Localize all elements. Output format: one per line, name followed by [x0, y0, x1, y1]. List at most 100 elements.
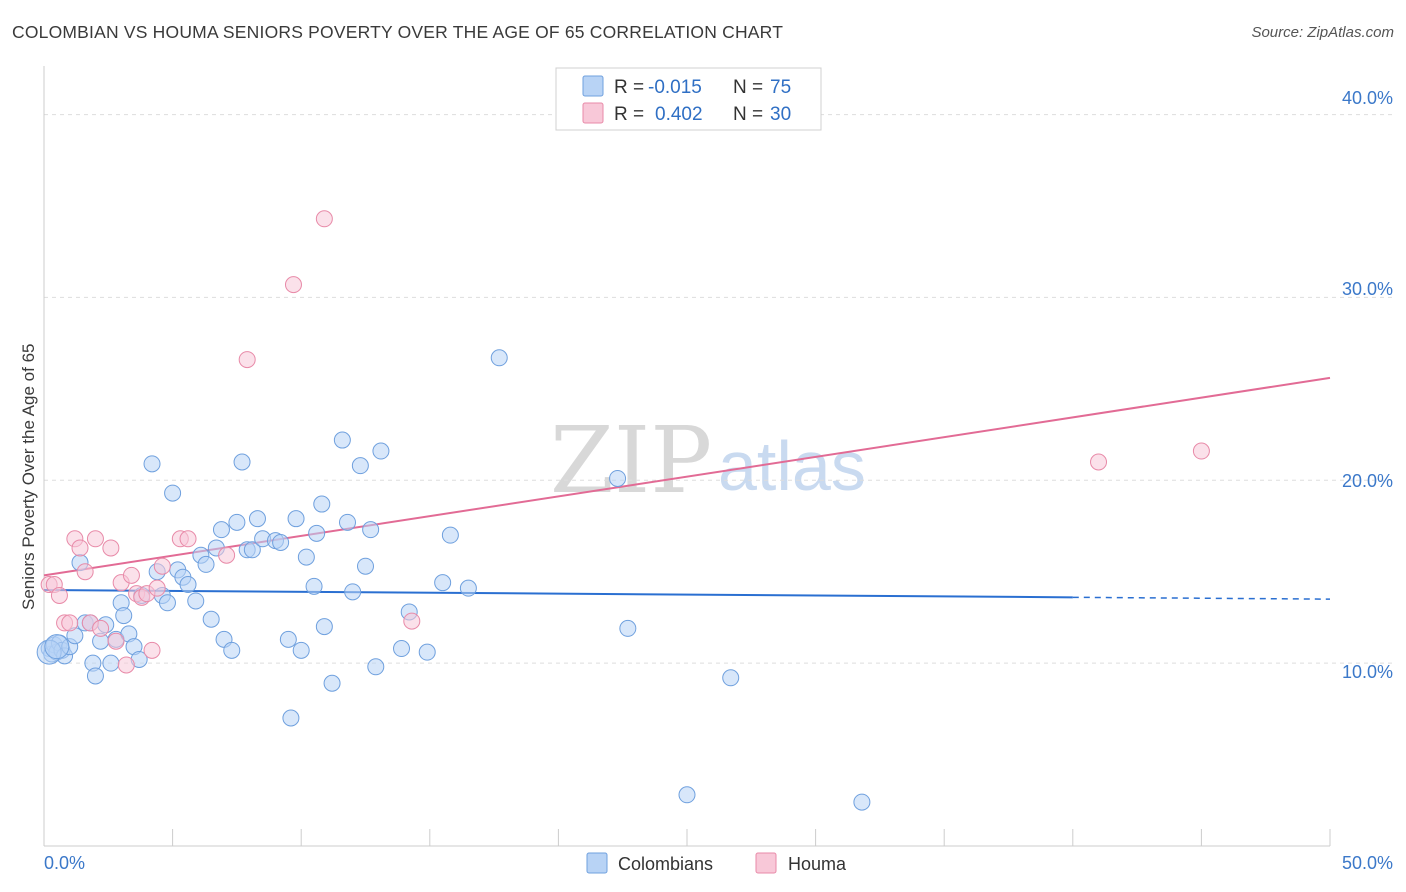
point-colombians-76 [722, 669, 740, 687]
point-colombians-72 [490, 349, 508, 367]
point-colombians-61 [351, 457, 369, 475]
grid-lines [44, 114, 1393, 664]
y-tick-label-30: 30.0% [1342, 279, 1393, 299]
point-houma-6 [71, 539, 89, 557]
point-colombians-58 [333, 431, 351, 449]
point-houma-30 [1192, 442, 1210, 460]
point-colombians-53 [305, 577, 323, 595]
point-houma-23 [179, 530, 197, 548]
point-colombians-40 [228, 513, 246, 531]
point-houma-4 [61, 614, 79, 632]
axes [43, 66, 1331, 847]
point-colombians-51 [292, 641, 310, 659]
point-colombians-19 [115, 607, 133, 625]
point-colombians-cluster-1 [44, 634, 70, 660]
point-houma-29 [1090, 453, 1108, 471]
point-colombians-37 [212, 521, 230, 539]
point-colombians-41 [233, 453, 251, 471]
bottom-legend-swatch-colombians [586, 852, 608, 874]
point-houma-2 [50, 586, 68, 604]
point-colombians-32 [187, 592, 205, 610]
point-colombians-77 [853, 793, 871, 811]
point-colombians-55 [313, 495, 331, 513]
point-houma-25 [238, 351, 256, 369]
point-colombians-69 [434, 574, 452, 592]
y-axis-title: Seniors Poverty Over the Age of 65 [19, 344, 38, 610]
point-colombians-47 [272, 533, 290, 551]
point-colombians-57 [323, 674, 341, 692]
legend-r-value-colombians: -0.015 [648, 77, 702, 98]
legend-swatch-colombians [582, 75, 604, 97]
point-houma-9 [86, 530, 104, 548]
point-houma-10 [92, 619, 110, 637]
legend-n-label-houma: N = [733, 104, 763, 125]
point-houma-12 [107, 632, 125, 650]
chart-title: COLOMBIAN VS HOUMA SENIORS POVERTY OVER … [12, 22, 784, 42]
point-colombians-49 [282, 709, 300, 727]
point-houma-24 [218, 546, 236, 564]
legend-r-label-colombians: R = [614, 77, 644, 98]
watermark-atlas: atlas [718, 427, 866, 505]
point-colombians-65 [372, 442, 390, 460]
point-colombians-52 [297, 548, 315, 566]
point-colombians-68 [418, 643, 436, 661]
point-colombians-27 [158, 594, 176, 612]
point-colombians-44 [248, 510, 266, 528]
series-legend: Colombians Houma [586, 852, 847, 874]
point-colombians-66 [393, 640, 411, 658]
legend-n-value-colombians: 75 [770, 77, 791, 98]
point-colombians-70 [441, 526, 459, 544]
point-colombians-13 [86, 667, 104, 685]
point-houma-27 [315, 210, 333, 228]
watermark-zip: ZIP [550, 407, 712, 514]
y-tick-label-40: 40.0% [1342, 88, 1393, 108]
legend-r-value-houma: 0.402 [655, 104, 703, 125]
point-colombians-71 [459, 579, 477, 597]
point-colombians-54 [308, 524, 326, 542]
bottom-legend-label-houma: Houma [788, 854, 847, 874]
y-tick-label-10: 10.0% [1342, 662, 1393, 682]
legend-r-label-houma: R = [614, 104, 644, 125]
point-houma-21 [153, 557, 171, 575]
point-colombians-34 [197, 555, 215, 573]
x-tick-label-max: 50.0% [1342, 853, 1393, 873]
point-houma-14 [117, 656, 135, 674]
point-colombians-16 [102, 654, 120, 672]
point-colombians-28 [164, 484, 182, 502]
point-houma-28 [403, 612, 421, 630]
legend-n-value-houma: 30 [770, 104, 791, 125]
legend-n-label-colombians: N = [733, 77, 763, 98]
point-colombians-59 [338, 513, 356, 531]
bottom-legend-swatch-houma [755, 852, 777, 874]
correlation-legend: R = -0.015 N = 75 R = 0.402 N = 30 [555, 67, 822, 131]
point-colombians-74 [619, 619, 637, 637]
point-houma-15 [122, 566, 140, 584]
point-colombians-50 [287, 510, 305, 528]
trend-line-colombians [43, 589, 1073, 599]
point-colombians-62 [357, 557, 374, 575]
point-houma-19 [143, 641, 161, 659]
point-colombians-75 [678, 786, 696, 804]
point-colombians-63 [362, 521, 380, 539]
point-colombians-43 [243, 541, 261, 559]
point-colombians-39 [223, 641, 241, 659]
point-colombians-56 [315, 618, 333, 636]
data-points [36, 210, 1210, 811]
bottom-legend-label-colombians: Colombians [618, 854, 713, 874]
point-houma-7 [76, 563, 94, 581]
legend-swatch-houma [582, 102, 604, 124]
point-colombians-31 [179, 576, 197, 594]
y-tick-label-20: 20.0% [1342, 471, 1393, 491]
point-colombians-73 [609, 469, 627, 487]
point-houma-11 [102, 539, 120, 557]
point-colombians-35 [202, 610, 220, 628]
point-colombians-48 [279, 630, 297, 648]
x-tick-label-min: 0.0% [44, 853, 85, 873]
point-colombians-64 [367, 658, 385, 676]
point-colombians-60 [344, 583, 362, 601]
point-houma-26 [284, 276, 302, 294]
source-credit: Source: ZipAtlas.com [1251, 24, 1394, 41]
point-colombians-24 [143, 455, 161, 473]
point-houma-20 [148, 579, 166, 597]
